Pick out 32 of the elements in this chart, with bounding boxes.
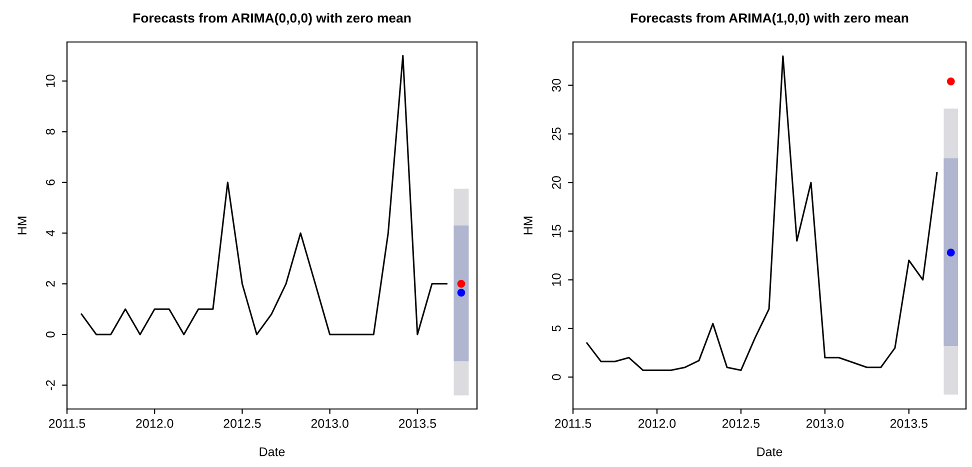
x-tick-label: 2012.5 <box>722 419 760 428</box>
y-tick-label: 6 <box>46 179 55 186</box>
y-tick-label: 4 <box>46 230 55 236</box>
chart-title: Forecasts from ARIMA(0,0,0) with zero mean <box>133 12 411 26</box>
y-tick-label: 5 <box>552 326 561 332</box>
x-axis-title: Date <box>260 448 285 456</box>
y-tick-label: 0 <box>552 374 561 380</box>
y-tick-label: 15 <box>552 224 561 238</box>
line-series <box>586 55 938 372</box>
y-tick-label: 2 <box>46 280 55 287</box>
y-tick-label: 8 <box>46 128 55 135</box>
y-tick-label: 25 <box>552 127 561 140</box>
y-tick-label: 30 <box>552 78 561 92</box>
y-tick-label: 20 <box>552 176 561 189</box>
y-axis-title: HM <box>524 216 532 234</box>
chart-title: Forecasts from ARIMA(1,0,0) with zero mean <box>630 12 908 26</box>
x-tick-label: 2013.0 <box>311 419 348 428</box>
x-tick-label: 2013.5 <box>398 419 436 428</box>
x-tick-label: 2012.5 <box>224 419 261 428</box>
x-tick-label: 2012.0 <box>136 419 174 428</box>
y-tick-label: 10 <box>46 74 55 88</box>
line-series <box>80 54 448 336</box>
x-tick-label: 2011.5 <box>48 419 86 428</box>
x-tick-label: 2013.0 <box>806 419 844 428</box>
x-tick-label: 2011.5 <box>554 419 592 428</box>
x-tick-label: 2013.5 <box>890 419 928 428</box>
y-axis-title: HM <box>18 216 26 234</box>
y-tick-label: 10 <box>552 273 561 286</box>
x-tick-label: 2012.0 <box>638 419 676 428</box>
y-tick-label: 0 <box>46 332 55 338</box>
x-axis-title: Date <box>757 448 782 456</box>
y-tick-label: -2 <box>46 380 55 390</box>
